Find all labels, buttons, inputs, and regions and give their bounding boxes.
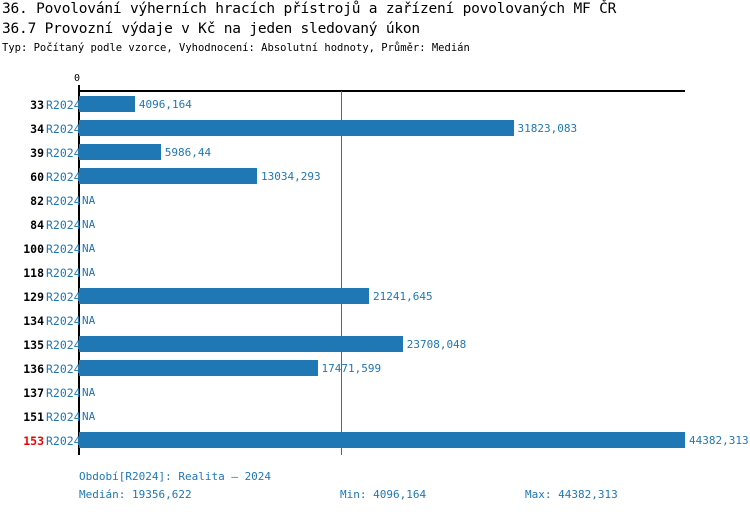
row-period-label: R2024 (46, 386, 81, 400)
row-period-label: R2024 (46, 266, 81, 280)
bar-row: 135 R2024 23708,048 (0, 332, 750, 356)
row-category-label: 137 (23, 386, 44, 400)
row-category-label: 60 (30, 170, 44, 184)
stat-max: Max: 44382,313 (525, 488, 618, 501)
row-na-label: NA (82, 410, 96, 423)
bar-row: 136 R2024 17471,599 (0, 356, 750, 380)
row-period-label: R2024 (46, 242, 81, 256)
row-na-label: NA (82, 266, 96, 279)
row-period-label: R2024 (46, 170, 81, 184)
page-title: 36. Povolování výherních hracích přístro… (2, 1, 617, 17)
bar-value-label: 17471,599 (321, 362, 382, 375)
bar-value-label: 31823,083 (517, 122, 578, 135)
row-na-label: NA (82, 242, 96, 255)
bar-row: 151 R2024 NA (0, 404, 750, 428)
row-period-label: R2024 (46, 146, 81, 160)
x-axis-line (79, 90, 685, 92)
bar-row: 118 R2024 NA (0, 260, 750, 284)
row-period-label: R2024 (46, 290, 81, 304)
bar-value-label: 21241,645 (373, 290, 433, 303)
row-category-label: 34 (30, 122, 44, 136)
bar (79, 360, 318, 376)
bar-row: 82 R2024 NA (0, 188, 750, 212)
row-period-label: R2024 (46, 338, 81, 352)
row-na-label: NA (82, 314, 96, 327)
chart-meta-subtitle: Typ: Počítaný podle vzorce, Vyhodnocení:… (2, 42, 470, 54)
stat-min: Min: 4096,164 (340, 488, 427, 501)
row-na-label: NA (82, 218, 96, 231)
row-category-label: 134 (23, 314, 44, 328)
bar-row: 134 R2024 NA (0, 308, 750, 332)
bar-row: 33 R2024 4096,164 (0, 92, 750, 116)
bar-value-label: 23708,048 (406, 338, 467, 351)
y-axis-line (78, 86, 80, 455)
row-category-label: 129 (23, 290, 44, 304)
bar (79, 432, 685, 448)
row-category-label: 100 (23, 242, 44, 256)
stat-median: Medián: 19356,622 (79, 488, 192, 501)
bar (79, 336, 403, 352)
row-category-label: 135 (23, 338, 44, 352)
row-period-label: R2024 (46, 362, 81, 376)
row-category-label: 136 (23, 362, 44, 376)
row-category-label: 33 (30, 98, 44, 112)
row-period-label: R2024 (46, 314, 81, 328)
bar-value-label: 5986,44 (164, 146, 212, 159)
bar-row: 100 R2024 NA (0, 236, 750, 260)
row-category-label: 118 (23, 266, 44, 280)
row-period-label: R2024 (46, 410, 81, 424)
bar-value-label: 13034,293 (260, 170, 321, 183)
bar (79, 96, 135, 112)
bar-row: 137 R2024 NA (0, 380, 750, 404)
row-category-label: 151 (23, 410, 44, 424)
bar-value-label: 4096,164 (138, 98, 192, 111)
row-period-label: R2024 (46, 218, 81, 232)
bar-row: 153 R2024 44382,313 (0, 428, 750, 452)
row-period-label: R2024 (46, 122, 81, 136)
row-category-label: 39 (30, 146, 44, 160)
bar (79, 144, 161, 160)
row-na-label: NA (82, 194, 96, 207)
chart-subtitle-title: 36.7 Provozní výdaje v Kč na jeden sledo… (2, 21, 420, 37)
bar-value-label: 44382,313 (689, 434, 749, 447)
row-period-label: R2024 (46, 434, 81, 448)
bar (79, 288, 370, 304)
bar-row: 39 R2024 5986,44 (0, 140, 750, 164)
bar-row: 129 R2024 21241,645 (0, 284, 750, 308)
bar-row: 34 R2024 31823,083 (0, 116, 750, 140)
bar-row: 60 R2024 13034,293 (0, 164, 750, 188)
bar (79, 168, 257, 184)
median-reference-line (341, 91, 343, 455)
row-category-label: 82 (30, 194, 44, 208)
row-category-label: 84 (30, 218, 44, 232)
row-category-label: 153 (23, 434, 44, 448)
legend-period: Období[R2024]: Realita – 2024 (79, 470, 272, 483)
bar (79, 120, 514, 136)
x-axis-tick-label-zero: 0 (74, 73, 81, 84)
row-na-label: NA (82, 386, 96, 399)
row-period-label: R2024 (46, 194, 81, 208)
row-period-label: R2024 (46, 98, 81, 112)
bar-row: 84 R2024 NA (0, 212, 750, 236)
